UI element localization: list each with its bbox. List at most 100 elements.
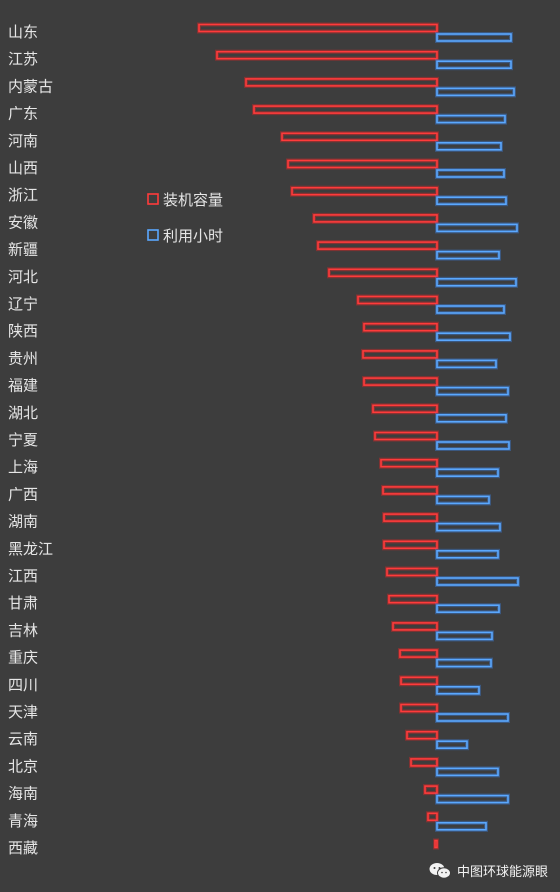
bar-glow-capacity xyxy=(382,539,439,551)
bar-capacity xyxy=(427,812,438,822)
bar-glow-hours xyxy=(435,32,513,43)
bar-glow-hours xyxy=(435,684,481,696)
watermark-text: 中图环球能源眼 xyxy=(456,865,548,880)
bar-glow-capacity xyxy=(361,348,439,360)
bar-hours xyxy=(436,87,515,97)
bar-glow-hours xyxy=(435,521,502,533)
bar-glow-hours xyxy=(435,331,512,343)
wechat-icon xyxy=(429,862,451,879)
category-label: 山东 xyxy=(8,23,38,41)
bar-glow-capacity xyxy=(391,620,439,632)
category-label: 吉林 xyxy=(8,621,38,639)
legend-swatch-capacity xyxy=(147,193,159,205)
bar-hours xyxy=(436,631,493,641)
bar-hours xyxy=(436,332,511,342)
bar-glow-hours xyxy=(435,385,510,397)
bar-capacity xyxy=(406,730,438,740)
bar-capacity xyxy=(434,839,438,849)
category-label: 江西 xyxy=(8,567,38,585)
bar-glow-hours xyxy=(435,630,494,642)
bar-glow-capacity xyxy=(371,403,439,415)
bar-hours xyxy=(436,740,468,750)
bar-capacity xyxy=(363,377,438,386)
category-label: 上海 xyxy=(8,458,38,476)
bar-capacity xyxy=(400,676,438,686)
category-label: 云南 xyxy=(8,730,38,748)
bar-glow-capacity xyxy=(362,321,439,333)
bar-glow-capacity xyxy=(197,22,439,34)
bar-glow-capacity xyxy=(312,212,439,224)
bar-hours xyxy=(436,604,500,614)
bar-hours xyxy=(436,685,480,695)
bar-capacity xyxy=(388,594,438,604)
category-label: 海南 xyxy=(8,785,38,803)
bar-glow-capacity xyxy=(252,104,439,116)
bar-glow-hours xyxy=(435,86,516,98)
bar-capacity xyxy=(245,78,438,87)
bar-glow-capacity xyxy=(399,702,439,714)
bar-capacity xyxy=(410,758,438,767)
bar-hours xyxy=(436,468,499,478)
bar-glow-hours xyxy=(435,548,500,560)
bar-hours xyxy=(436,495,490,505)
bar-hours xyxy=(436,821,487,831)
bar-glow-capacity xyxy=(290,185,439,197)
bar-glow-hours xyxy=(435,358,498,370)
bar-capacity xyxy=(281,132,438,142)
category-label: 黑龙江 xyxy=(8,540,53,558)
bar-hours xyxy=(436,223,518,233)
bar-glow-hours xyxy=(435,766,500,778)
bar-capacity xyxy=(216,50,438,60)
bar-glow-hours xyxy=(435,113,507,125)
bar-glow-capacity xyxy=(316,240,439,252)
bar-capacity xyxy=(291,186,438,196)
bar-capacity xyxy=(374,431,438,441)
category-label: 山西 xyxy=(8,159,38,177)
bar-hours xyxy=(436,386,509,396)
bar-hours xyxy=(436,33,512,42)
bar-glow-hours xyxy=(435,793,510,805)
bar-glow-hours xyxy=(435,304,506,315)
category-label: 广东 xyxy=(8,105,38,123)
category-labels: 山东江苏内蒙古广东河南山西浙江安徽新疆河北辽宁陕西贵州福建湖北宁夏上海广西湖南黑… xyxy=(8,23,53,857)
bar-capacity xyxy=(380,458,438,468)
bar-glow-hours xyxy=(435,195,508,207)
bar-capacity xyxy=(287,159,438,169)
bar-glow-hours xyxy=(435,820,488,832)
bar-glow-hours xyxy=(435,739,469,751)
bar-glow-hours xyxy=(435,140,503,152)
bar-hours xyxy=(436,767,499,777)
bar-hours xyxy=(436,658,492,668)
bar-hours xyxy=(436,549,499,559)
bar-capacity xyxy=(362,350,438,359)
bar-glow-capacity xyxy=(286,158,439,170)
bar-capacity xyxy=(357,295,438,305)
bar-glow-capacity xyxy=(327,267,439,279)
bar-glow-hours xyxy=(435,412,508,424)
bar-hours xyxy=(436,359,497,369)
bar-glow-hours xyxy=(435,494,491,506)
bar-glow-hours xyxy=(435,276,518,288)
bar-glow-hours xyxy=(435,657,493,669)
bar-capacity xyxy=(392,622,438,631)
bar-capacity xyxy=(400,703,438,713)
category-label: 北京 xyxy=(8,757,38,775)
bar-glow-capacity xyxy=(215,49,439,61)
bar-capacity xyxy=(383,513,438,522)
bar-hours xyxy=(436,441,510,450)
category-label: 河南 xyxy=(8,132,38,150)
bar-hours xyxy=(436,577,519,586)
bar-hours xyxy=(436,794,509,804)
bar-capacity xyxy=(198,23,438,33)
bar-capacity xyxy=(363,322,438,332)
bar-glow-hours xyxy=(435,467,500,479)
bar-hours xyxy=(436,250,500,260)
bar-capacity xyxy=(383,540,438,550)
bar-glow-capacity xyxy=(387,593,439,605)
bar-capacity xyxy=(317,241,438,250)
bar-hours xyxy=(436,305,505,314)
category-label: 贵州 xyxy=(8,349,38,367)
legend-label-hours: 利用小时 xyxy=(163,227,223,245)
category-label: 安徽 xyxy=(8,213,38,231)
